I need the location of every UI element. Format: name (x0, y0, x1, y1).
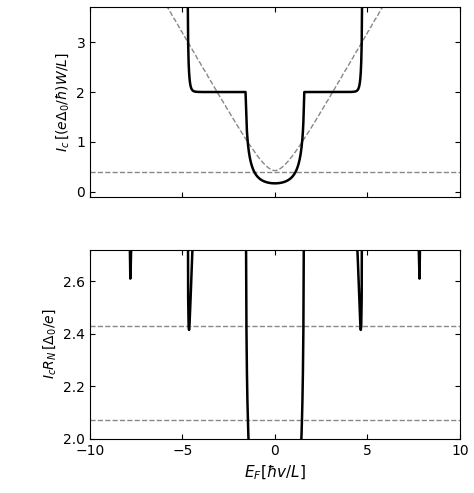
Y-axis label: $I_c\, [(e\Delta_0/\hbar)W/L]$: $I_c\, [(e\Delta_0/\hbar)W/L]$ (54, 52, 71, 152)
Y-axis label: $I_cR_N\, [\Delta_0/e]$: $I_cR_N\, [\Delta_0/e]$ (41, 309, 58, 380)
X-axis label: $E_F[\hbar v/L]$: $E_F[\hbar v/L]$ (244, 463, 306, 482)
